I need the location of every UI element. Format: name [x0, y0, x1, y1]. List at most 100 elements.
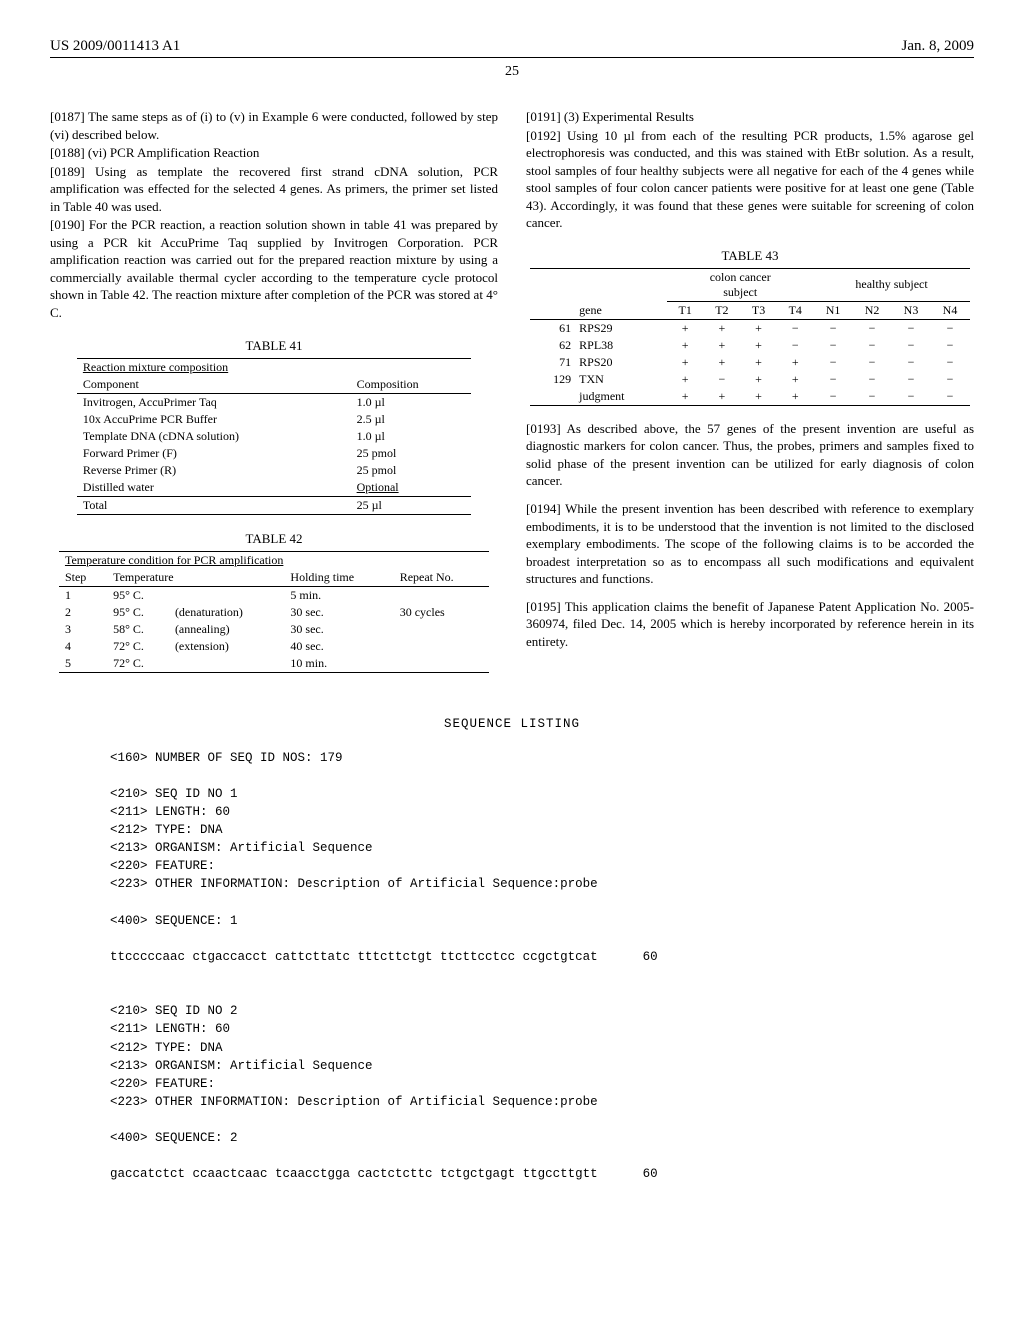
table-cell: +: [704, 319, 741, 337]
table-cell: +: [740, 337, 777, 354]
table-cell: [394, 638, 489, 655]
table-cell: 1: [59, 586, 107, 604]
table-cell: +: [667, 354, 704, 371]
table-cell: 25 pmol: [351, 462, 472, 479]
table-cell: 1.0 µl: [351, 428, 472, 445]
body-columns: [0187] The same steps as of (i) to (v) i…: [50, 108, 974, 683]
table-cell: 2: [59, 604, 107, 621]
table42: Temperature condition for PCR amplificat…: [59, 551, 489, 673]
table41-col2: Composition: [351, 376, 472, 394]
publication-date: Jan. 8, 2009: [902, 38, 975, 55]
table-cell: TXN: [575, 371, 667, 388]
table-cell: N4: [931, 301, 970, 319]
table-cell: [394, 621, 489, 638]
page-header: US 2009/0011413 A1 Jan. 8, 2009: [50, 38, 974, 58]
paragraph-0195: [0195] This application claims the benef…: [526, 598, 974, 651]
table-cell: 62: [530, 337, 575, 354]
paragraph-0188: [0188] (vi) PCR Amplification Reaction: [50, 144, 498, 162]
table-cell: (annealing): [169, 621, 284, 638]
table43-title: TABLE 43: [526, 248, 974, 264]
table-cell: 5: [59, 655, 107, 673]
table-cell: T1: [667, 301, 704, 319]
table41-col1: Component: [77, 376, 351, 394]
table-cell: −: [892, 388, 931, 406]
table-cell: −: [931, 371, 970, 388]
table-cell: N3: [892, 301, 931, 319]
table-cell: RPL38: [575, 337, 667, 354]
table-cell: −: [814, 371, 853, 388]
table-cell: −: [704, 371, 741, 388]
table-cell: +: [667, 337, 704, 354]
table41-total-label: Total: [77, 496, 351, 514]
table-cell: −: [931, 354, 970, 371]
table-cell: Reverse Primer (R): [77, 462, 351, 479]
table-cell: +: [704, 354, 741, 371]
paragraph-0192: [0192] Using 10 µl from each of the resu…: [526, 127, 974, 232]
table-cell: +: [777, 371, 814, 388]
publication-number: US 2009/0011413 A1: [50, 38, 180, 55]
table42-h4: Repeat No.: [394, 569, 489, 587]
table43-group1: colon cancer subject: [667, 268, 814, 301]
table-cell: [169, 586, 284, 604]
table-cell: −: [931, 337, 970, 354]
sequence-listing-body: <160> NUMBER OF SEQ ID NOS: 179 <210> SE…: [110, 749, 974, 1184]
table41-total-val: 25 µl: [351, 496, 472, 514]
table-cell: T4: [777, 301, 814, 319]
table-cell: 95° C.: [107, 604, 169, 621]
table42-subhead: Temperature condition for PCR amplificat…: [59, 551, 489, 569]
table-cell: 5 min.: [284, 586, 393, 604]
table-cell: 10x AccuPrime PCR Buffer: [77, 411, 351, 428]
table-cell: −: [853, 371, 892, 388]
table-cell: 30 sec.: [284, 621, 393, 638]
table-cell: −: [853, 388, 892, 406]
table-cell: 2.5 µl: [351, 411, 472, 428]
table-cell: 10 min.: [284, 655, 393, 673]
table-cell: 40 sec.: [284, 638, 393, 655]
table-cell: +: [740, 388, 777, 406]
table-cell: −: [814, 337, 853, 354]
table43: colon cancer subject healthy subject gen…: [530, 268, 969, 406]
table-cell: +: [740, 371, 777, 388]
table-cell: RPS29: [575, 319, 667, 337]
table-cell: −: [892, 319, 931, 337]
table-cell: Invitrogen, AccuPrimer Taq: [77, 393, 351, 411]
table-cell: −: [892, 371, 931, 388]
table-cell: 72° C.: [107, 655, 169, 673]
table-cell: −: [853, 337, 892, 354]
table-cell: +: [777, 354, 814, 371]
table-cell: 61: [530, 319, 575, 337]
table-cell: +: [704, 388, 741, 406]
table-cell: (extension): [169, 638, 284, 655]
paragraph-0194: [0194] While the present invention has b…: [526, 500, 974, 588]
table-cell: 1.0 µl: [351, 393, 472, 411]
paragraph-0191: [0191] (3) Experimental Results: [526, 108, 974, 126]
paragraph-0190: [0190] For the PCR reaction, a reaction …: [50, 216, 498, 321]
table-cell: Distilled water: [77, 479, 351, 497]
table43-group2: healthy subject: [814, 268, 970, 301]
table-cell: +: [704, 337, 741, 354]
table-cell: T3: [740, 301, 777, 319]
table-cell: 30 cycles: [394, 604, 489, 621]
table-cell: 129: [530, 371, 575, 388]
table-cell: [394, 655, 489, 673]
table-cell: [169, 655, 284, 673]
table41-title: TABLE 41: [50, 338, 498, 354]
table-cell: −: [931, 388, 970, 406]
table-cell: (denaturation): [169, 604, 284, 621]
table-cell: −: [853, 319, 892, 337]
table-cell: +: [740, 319, 777, 337]
table41-subhead: Reaction mixture composition: [77, 358, 471, 376]
table-cell: +: [667, 319, 704, 337]
table-cell: N2: [853, 301, 892, 319]
table-cell: 30 sec.: [284, 604, 393, 621]
table-cell: −: [814, 388, 853, 406]
table-cell: +: [667, 371, 704, 388]
right-column: [0191] (3) Experimental Results [0192] U…: [526, 108, 974, 683]
table-cell: 95° C.: [107, 586, 169, 604]
table42-h3: Holding time: [284, 569, 393, 587]
paragraph-0187: [0187] The same steps as of (i) to (v) i…: [50, 108, 498, 143]
table-cell: −: [777, 337, 814, 354]
table-cell: [394, 586, 489, 604]
table-cell: 4: [59, 638, 107, 655]
table-cell: Template DNA (cDNA solution): [77, 428, 351, 445]
